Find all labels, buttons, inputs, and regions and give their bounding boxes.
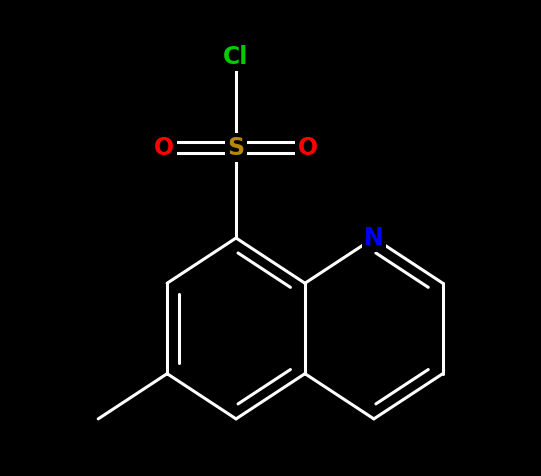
Text: S: S [227, 136, 245, 159]
Text: O: O [154, 136, 175, 159]
Text: Cl: Cl [223, 45, 249, 69]
Text: O: O [298, 136, 318, 159]
Text: N: N [364, 226, 384, 250]
